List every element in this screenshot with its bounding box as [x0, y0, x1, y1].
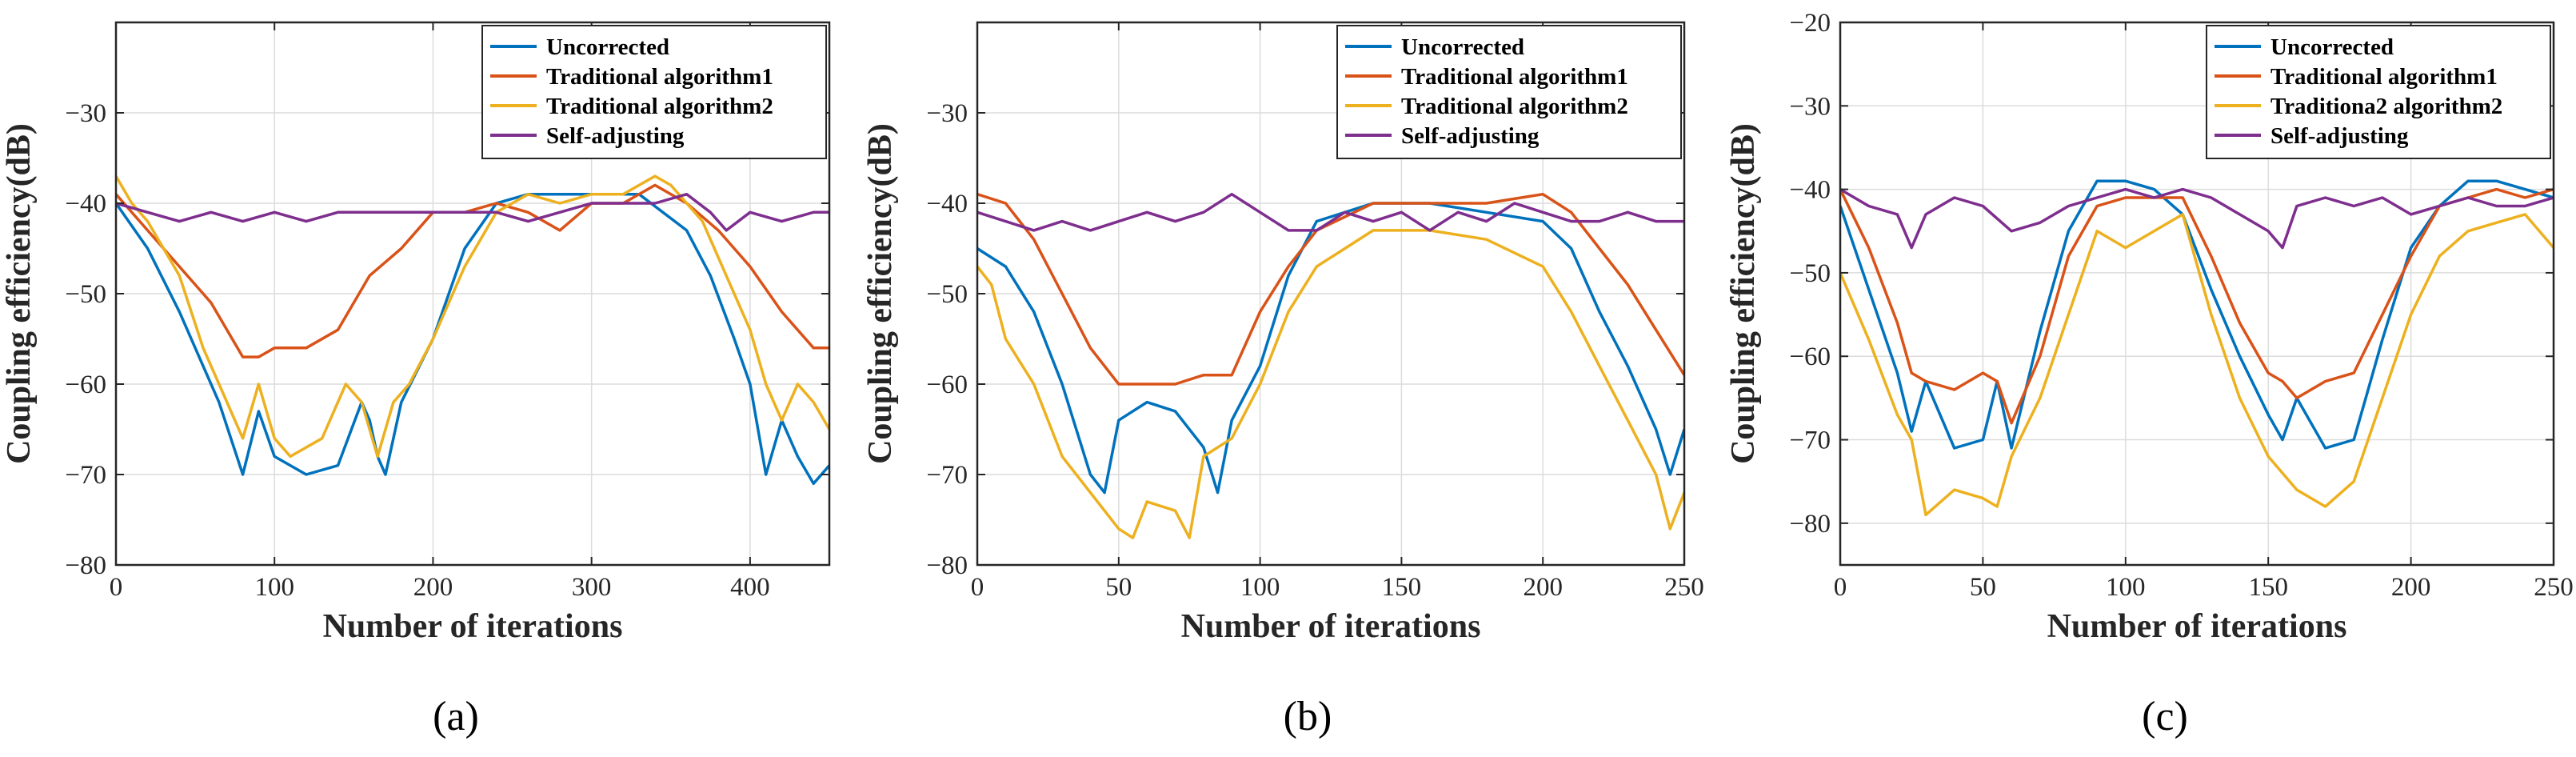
y-tick-label: −70 — [926, 461, 968, 490]
y-tick-label: −30 — [1789, 92, 1831, 121]
y-tick-label: −60 — [1789, 342, 1831, 371]
x-tick-label: 400 — [730, 573, 770, 602]
y-tick-label: −80 — [926, 551, 968, 580]
x-tick-label: 100 — [1240, 573, 1280, 602]
y-axis-label: Coupling efficiency(dB) — [1, 123, 38, 464]
legend-label-3: Traditiona2 algorithm2 — [2270, 94, 2502, 119]
legend-box — [2206, 25, 2551, 159]
y-tick-label: −40 — [1789, 176, 1831, 205]
x-axis-label: Number of iterations — [1181, 608, 1481, 645]
x-tick-label: 200 — [413, 573, 453, 602]
y-tick-label: −70 — [65, 461, 106, 490]
y-tick-label: −30 — [926, 99, 968, 128]
chart-panel-3: 0 50 100 150 200 250 −80 −70 −60 −50 −40 −30 −20 Numb… — [1725, 9, 2574, 739]
series-line-1 — [977, 202, 1684, 495]
legend-box — [1336, 25, 1682, 159]
legend-label-1: Uncorrected — [1401, 34, 1524, 60]
x-tick-label: 50 — [1970, 573, 1996, 602]
x-tick-label: 300 — [572, 573, 612, 602]
legend-label-4: Self-adjusting — [546, 123, 685, 149]
legend-label-2: Traditional algorithm1 — [546, 64, 773, 90]
y-tick-label: −50 — [1789, 259, 1831, 288]
series-group — [977, 192, 1684, 539]
panel-caption: (a) — [433, 694, 479, 739]
y-tick-label: −50 — [926, 280, 968, 309]
series-group — [116, 174, 829, 486]
legend-label-4: Self-adjusting — [1401, 123, 1540, 149]
legend-label-2: Traditional algorithm1 — [2270, 64, 2498, 90]
panel-caption: (c) — [2142, 694, 2188, 739]
panel-caption: (b) — [1284, 694, 1332, 739]
legend: Uncorrected Traditional algorithm1 Traditi… — [2206, 25, 2551, 159]
legend-label-3: Traditional algorithm2 — [1401, 94, 1628, 119]
legend-label-1: Uncorrected — [546, 34, 669, 60]
series-line-3 — [116, 174, 829, 459]
y-tick-label: −80 — [65, 551, 106, 580]
legend: Uncorrected Traditional algorithm1 Traditi… — [481, 25, 827, 159]
x-axis-label: Number of iterations — [2047, 608, 2347, 645]
y-tick-label: −80 — [1789, 510, 1831, 539]
x-tick-label: 0 — [971, 573, 984, 602]
x-tick-label: 50 — [1105, 573, 1132, 602]
series-line-2 — [1840, 187, 2554, 425]
y-tick-label: −30 — [65, 99, 106, 128]
x-axis-label: Number of iterations — [323, 608, 623, 645]
legend-box — [481, 25, 827, 159]
x-tick-label: 200 — [1523, 573, 1563, 602]
x-tick-label: 200 — [2391, 573, 2431, 602]
legend-label-3: Traditional algorithm2 — [546, 94, 773, 119]
plot-frame — [1839, 21, 2555, 567]
series-group — [1840, 179, 2554, 517]
series-line-2 — [977, 192, 1684, 386]
y-tick-label: −40 — [65, 190, 106, 218]
y-tick-label: −60 — [926, 370, 968, 399]
x-tick-label: 100 — [254, 573, 294, 602]
series-line-4 — [116, 192, 829, 232]
y-axis-label: Coupling efficiency(dB) — [862, 123, 899, 464]
x-tick-label: 150 — [2248, 573, 2288, 602]
series-line-1 — [116, 192, 829, 486]
series-line-1 — [1840, 179, 2554, 450]
y-tick-label: −20 — [1789, 9, 1831, 38]
x-tick-label: 0 — [110, 573, 123, 602]
x-tick-label: 250 — [1664, 573, 1704, 602]
x-tick-label: 100 — [2106, 573, 2146, 602]
series-line-3 — [977, 229, 1684, 539]
series-line-3 — [1840, 213, 2554, 517]
y-tick-label: −50 — [65, 280, 106, 309]
x-tick-label: 150 — [1382, 573, 1422, 602]
legend: Uncorrected Traditional algorithm1 Traditi… — [1336, 25, 1682, 159]
chart-panel-1: 0 100 200 300 400 −80 −70 −60 −50 −40 −30 Number of… — [1, 21, 831, 739]
y-axis-label: Coupling efficiency(dB) — [1725, 123, 1762, 464]
y-tick-label: −40 — [926, 190, 968, 218]
y-tick-label: −70 — [1789, 427, 1831, 455]
x-tick-label: 250 — [2534, 573, 2574, 602]
legend-label-2: Traditional algorithm1 — [1401, 64, 1628, 90]
series-line-4 — [977, 192, 1684, 232]
series-line-4 — [1840, 187, 2554, 250]
y-tick-label: −60 — [65, 370, 106, 399]
chart-panel-2: 0 50 100 150 200 250 −80 −70 −60 −50 −40 −30 Number … — [862, 21, 1704, 739]
x-tick-label: 0 — [1834, 573, 1847, 602]
legend-label-4: Self-adjusting — [2270, 123, 2409, 149]
legend-label-1: Uncorrected — [2270, 34, 2394, 60]
